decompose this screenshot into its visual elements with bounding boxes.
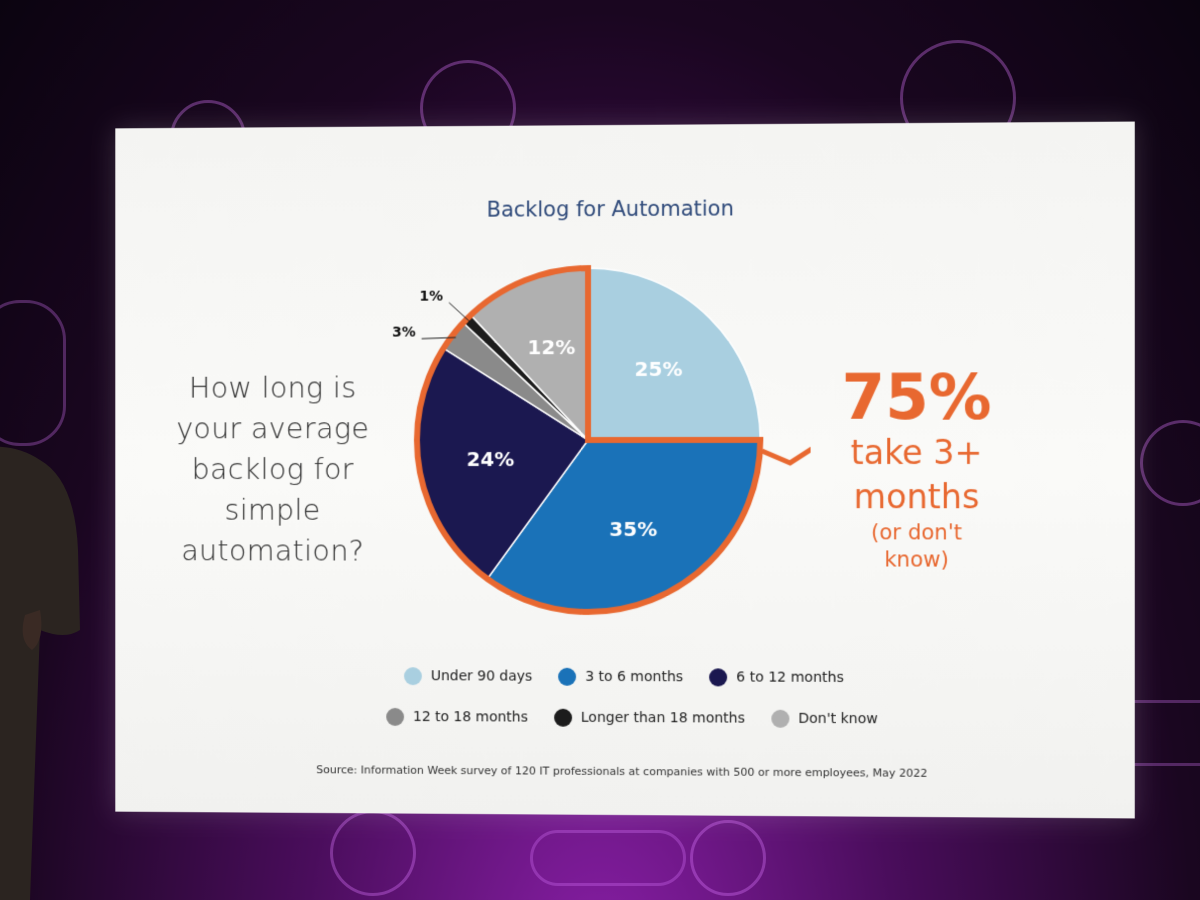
pie-leader-line	[449, 303, 470, 322]
stage-decor-ring	[690, 820, 766, 896]
legend-item: Don't know	[771, 710, 878, 729]
pie-label: 3%	[392, 325, 416, 341]
callout-line: take 3+	[816, 431, 1018, 475]
callout-line: know)	[816, 546, 1018, 574]
legend-label: 6 to 12 months	[736, 669, 843, 685]
stage-decor-ring	[1140, 420, 1200, 506]
pie-label: 25%	[635, 358, 683, 381]
pie-label: 35%	[609, 518, 657, 541]
legend-row-1: Under 90 days 3 to 6 months 6 to 12 mont…	[404, 667, 870, 687]
legend-label: Don't know	[798, 711, 878, 727]
legend-label: 3 to 6 months	[585, 669, 683, 685]
callout: 75% take 3+ months (or don't know)	[816, 364, 1018, 574]
legend-swatch	[404, 667, 422, 685]
legend-swatch	[386, 708, 404, 726]
legend-swatch	[558, 668, 576, 686]
question-text: How long is your average backlog for sim…	[155, 367, 392, 571]
pie-slice-under-90-days	[588, 267, 760, 440]
legend-item: Under 90 days	[404, 667, 532, 685]
legend-item: 6 to 12 months	[709, 668, 844, 687]
legend-item: Longer than 18 months	[554, 709, 745, 728]
legend-swatch	[771, 710, 789, 728]
stage-decor-bar	[530, 830, 686, 886]
callout-connector	[762, 441, 811, 463]
pie-label: 24%	[467, 448, 515, 471]
callout-line: (or don't	[816, 519, 1018, 546]
callout-line: months	[816, 475, 1018, 519]
stage-decor-ring	[330, 810, 416, 896]
question-line: automation?	[155, 530, 392, 571]
legend-label: Under 90 days	[431, 668, 533, 684]
chart-title: Backlog for Automation	[451, 196, 771, 222]
question-line: simple	[155, 490, 392, 531]
legend-item: 3 to 6 months	[558, 668, 683, 687]
stage-decor-bar	[0, 300, 66, 446]
presentation-screen: How long is your average backlog for sim…	[115, 122, 1134, 819]
legend-swatch	[709, 668, 727, 686]
legend-row-2: 12 to 18 months Longer than 18 months Do…	[386, 708, 904, 729]
source-note: Source: Information Week survey of 120 I…	[115, 762, 1134, 781]
legend-swatch	[554, 709, 572, 727]
legend-label: 12 to 18 months	[413, 709, 528, 726]
callout-percent: 75%	[816, 364, 1018, 431]
question-line: your average	[155, 408, 392, 449]
question-line: backlog for	[155, 449, 392, 490]
legend-label: Longer than 18 months	[581, 710, 745, 727]
speaker-silhouette	[0, 440, 110, 900]
pie-label: 1%	[419, 289, 443, 305]
legend-item: 12 to 18 months	[386, 708, 528, 727]
question-line: How long is	[155, 367, 392, 408]
pie-label: 12%	[528, 336, 576, 359]
pie-chart: 25% 35% 24% 3% 1% 12%	[391, 224, 810, 656]
